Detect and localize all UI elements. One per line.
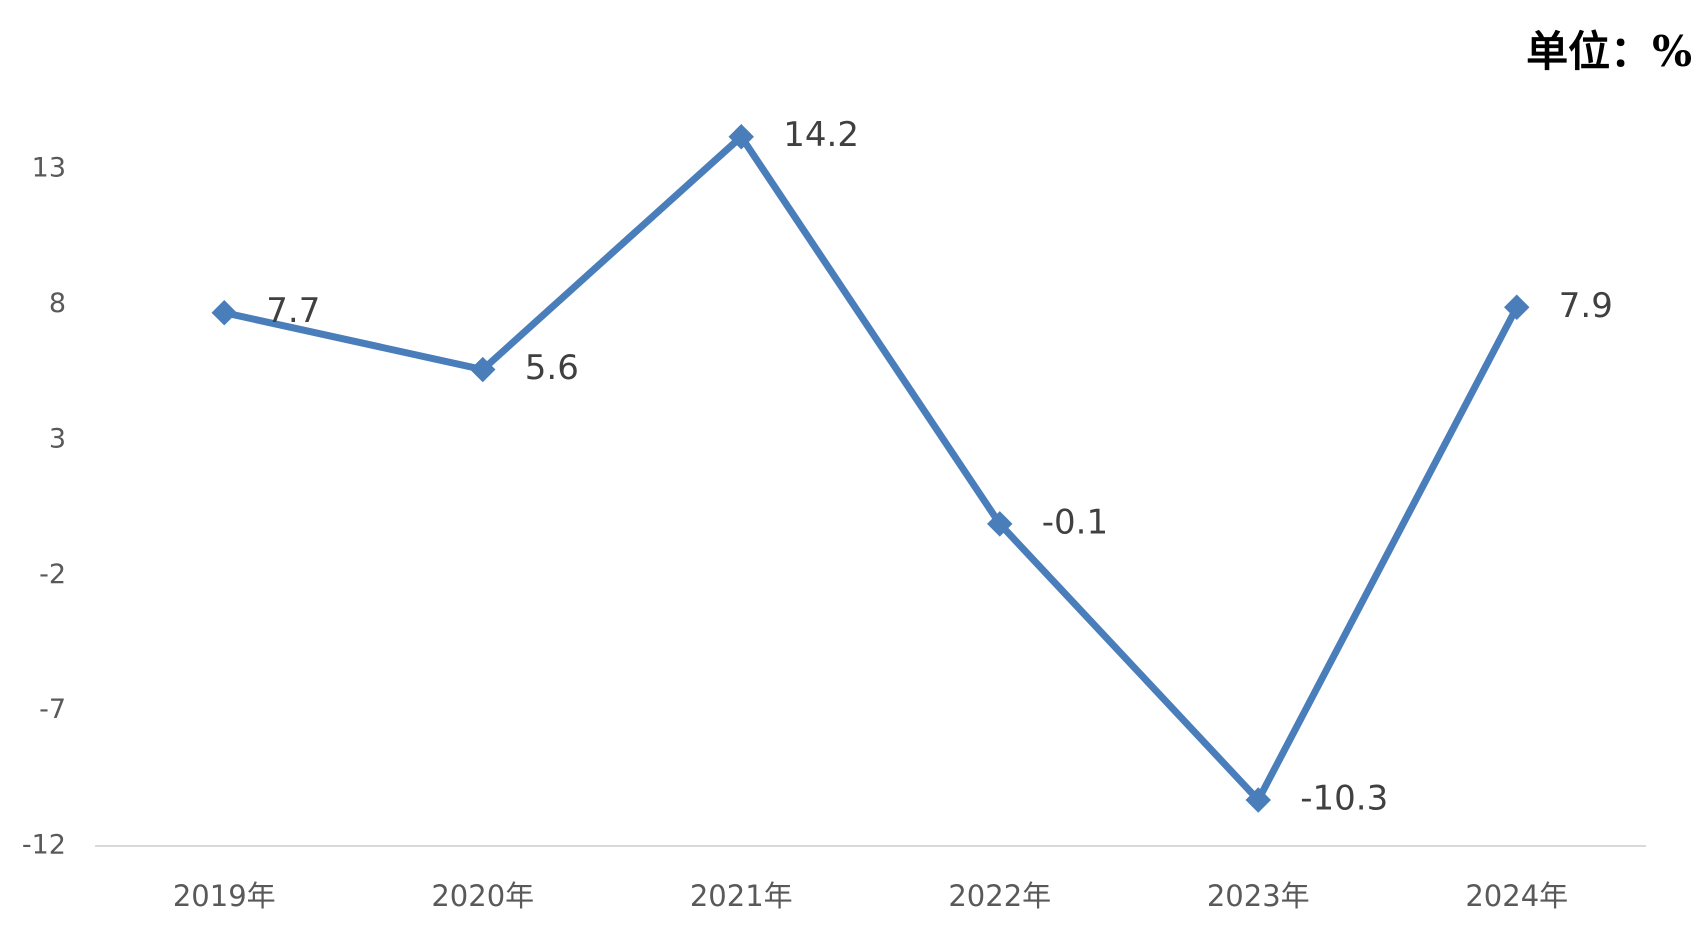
line <box>223 131 1520 806</box>
x-tick-label: 2021年 <box>690 879 793 913</box>
y-tick-label: 3 <box>49 423 66 454</box>
value-label: 5.6 <box>525 348 579 388</box>
y-tick-label: 13 <box>32 153 66 184</box>
unit-label: 单位：% <box>1526 27 1692 76</box>
y-tick-label: -12 <box>22 830 66 861</box>
y-tick-label: -2 <box>39 559 66 590</box>
value-label: 14.2 <box>783 115 859 155</box>
marker <box>728 124 754 150</box>
x-tick-label: 2020年 <box>431 879 534 913</box>
y-tick-label: -7 <box>39 694 66 725</box>
value-label: -10.3 <box>1300 778 1388 818</box>
x-tick-label: 2022年 <box>948 879 1051 913</box>
marker <box>1504 294 1530 321</box>
x-tick-label: 2024年 <box>1465 879 1568 913</box>
value-label: 7.7 <box>266 291 320 331</box>
marker <box>470 356 496 383</box>
value-label: 7.9 <box>1559 286 1613 326</box>
y-tick-label: 8 <box>49 288 66 319</box>
x-tick-label: 2023年 <box>1207 879 1310 913</box>
marker <box>211 299 237 326</box>
marker <box>987 511 1013 537</box>
x-tick-label: 2019年 <box>173 879 276 913</box>
value-label: -0.1 <box>1042 502 1108 542</box>
